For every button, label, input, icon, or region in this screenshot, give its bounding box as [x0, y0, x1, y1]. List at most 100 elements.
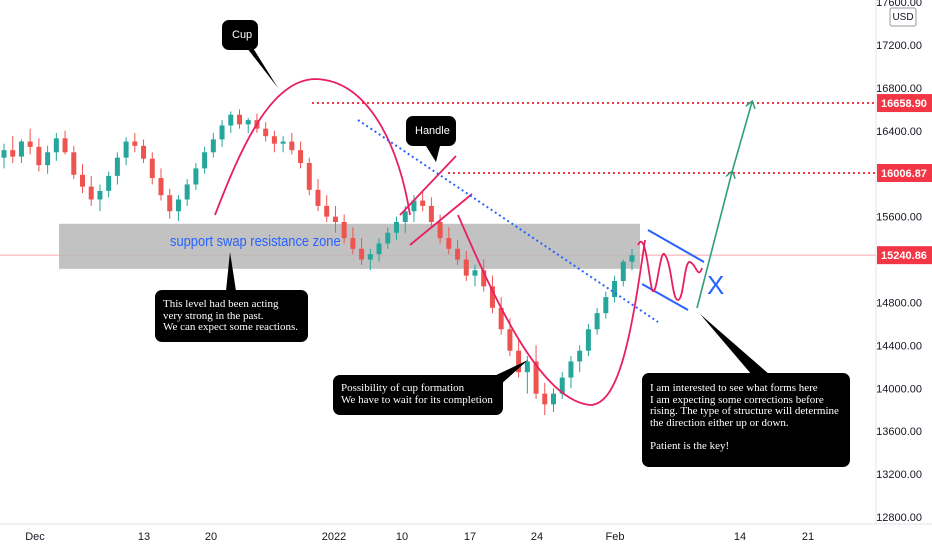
currency-label: USD: [892, 12, 913, 23]
candle-body: [149, 158, 155, 179]
candle-body: [376, 243, 382, 255]
candle-body: [36, 146, 42, 166]
candle-body: [394, 222, 399, 233]
candle-body: [175, 199, 181, 212]
candle-body: [53, 138, 59, 153]
candle-body: [481, 270, 487, 287]
candle-body: [280, 141, 286, 144]
handle-callout: Handle: [406, 116, 456, 146]
cup-left-curve: [214, 78, 411, 216]
candle-body: [219, 125, 225, 140]
candle-body: [332, 216, 338, 222]
candle-body: [542, 393, 548, 405]
cup-pointer: [247, 48, 278, 88]
price-badge-label: 16006.87: [881, 168, 927, 180]
handle-pointer: [426, 146, 440, 162]
currency-box: [889, 7, 917, 27]
candle-body: [324, 205, 330, 217]
wedge-upper-line: [647, 229, 705, 263]
zone-rect: [59, 223, 640, 269]
candle-body: [594, 313, 600, 330]
x-tick-label: 14: [734, 531, 746, 543]
handle-line-bottom: [409, 193, 473, 246]
candle-body: [289, 141, 295, 151]
candle-body: [428, 205, 434, 222]
structure-pointer: [700, 314, 770, 375]
candle-body: [306, 163, 312, 190]
trendline-dotted: [357, 119, 659, 323]
candle-body: [18, 141, 24, 157]
candle-body: [210, 139, 216, 153]
x-tick-label: 10: [396, 531, 408, 543]
candle-body: [498, 307, 504, 330]
price-badge: [877, 246, 932, 265]
candle-body: [524, 361, 530, 373]
candle-body: [228, 114, 234, 126]
target-arrow-2: [731, 102, 752, 173]
candle-body: [123, 141, 129, 158]
candle-body: [489, 286, 495, 308]
x-tick-label: Dec: [25, 531, 45, 543]
cup-bottom-curve: [457, 214, 646, 406]
candle-body: [612, 281, 618, 298]
candle-body: [193, 168, 199, 185]
candle-body: [472, 270, 478, 276]
x-mark: X: [707, 270, 725, 300]
target-arrow-1: [696, 172, 732, 309]
handle-line-top: [399, 155, 457, 216]
cup-callout: Cup: [222, 20, 258, 50]
candle-body: [298, 150, 304, 163]
candle-body: [437, 222, 443, 239]
candle-body: [10, 150, 16, 157]
candle-body: [132, 141, 138, 146]
x-tick-label: 20: [205, 531, 217, 543]
candle-body: [559, 377, 565, 394]
candle-body: [271, 136, 277, 144]
x-tick-label: 17: [464, 531, 476, 543]
candle-body: [141, 145, 147, 159]
price-badge-label: 15240.86: [881, 250, 927, 262]
y-tick-label: 13600.00: [876, 426, 922, 438]
candle-body: [237, 114, 242, 125]
candle-body: [455, 248, 461, 260]
candle-body: [367, 254, 373, 260]
candle-body: [62, 138, 68, 153]
candle-body: [577, 350, 583, 362]
y-tick-label: 14400.00: [876, 340, 922, 352]
candle-body: [88, 186, 94, 200]
candle-body: [551, 393, 556, 405]
x-tick-label: 2022: [322, 531, 346, 543]
candle-body: [516, 350, 522, 373]
level-pointer: [226, 252, 236, 291]
candle-body: [202, 152, 208, 169]
x-tick-label: Feb: [606, 531, 625, 543]
y-tick-label: 17600.00: [876, 0, 922, 9]
cup-note: Possibility of cup formation We have to …: [333, 375, 503, 415]
y-tick-label: 12800.00: [876, 512, 922, 524]
x-tick-label: 13: [138, 531, 150, 543]
structure-note: I am interested to see what forms here I…: [642, 373, 850, 467]
candle-body: [114, 157, 120, 176]
zone-label: support swap resistance zone: [170, 233, 341, 250]
candle-body: [402, 211, 408, 222]
candle-body: [533, 361, 539, 394]
candle-body: [507, 329, 513, 351]
x-tick-label: 24: [531, 531, 543, 543]
candle-body: [585, 329, 591, 351]
candle-body: [463, 259, 469, 276]
candle-body: [245, 120, 251, 125]
candle-body: [45, 152, 51, 166]
candle-body: [1, 150, 7, 158]
candle-body: [568, 361, 574, 378]
y-tick-label: 13200.00: [876, 469, 922, 481]
price-badge-label: 16658.90: [881, 98, 927, 110]
y-tick-label: 14800.00: [876, 297, 922, 309]
candle-body: [629, 255, 635, 262]
candle-body: [97, 190, 103, 200]
y-tick-label: 17200.00: [876, 40, 922, 52]
candle-body: [315, 189, 321, 206]
y-tick-label: 16400.00: [876, 126, 922, 138]
y-tick-label: 15600.00: [876, 212, 922, 224]
